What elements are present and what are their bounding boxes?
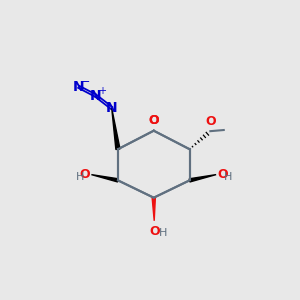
Text: H: H — [224, 172, 232, 182]
Text: N: N — [90, 88, 101, 103]
Text: O: O — [80, 168, 91, 181]
Text: O: O — [148, 114, 159, 127]
Text: N: N — [72, 80, 84, 94]
Text: O: O — [205, 115, 216, 128]
Text: H: H — [76, 172, 84, 182]
Text: N: N — [106, 101, 118, 115]
Text: −: − — [81, 77, 90, 87]
Text: O: O — [149, 225, 160, 239]
Text: O: O — [148, 114, 159, 127]
Text: H: H — [159, 228, 168, 239]
Polygon shape — [152, 198, 155, 221]
Text: O: O — [217, 168, 228, 181]
Polygon shape — [112, 108, 120, 149]
Polygon shape — [92, 175, 118, 182]
Text: +: + — [98, 86, 106, 96]
Polygon shape — [189, 175, 216, 182]
